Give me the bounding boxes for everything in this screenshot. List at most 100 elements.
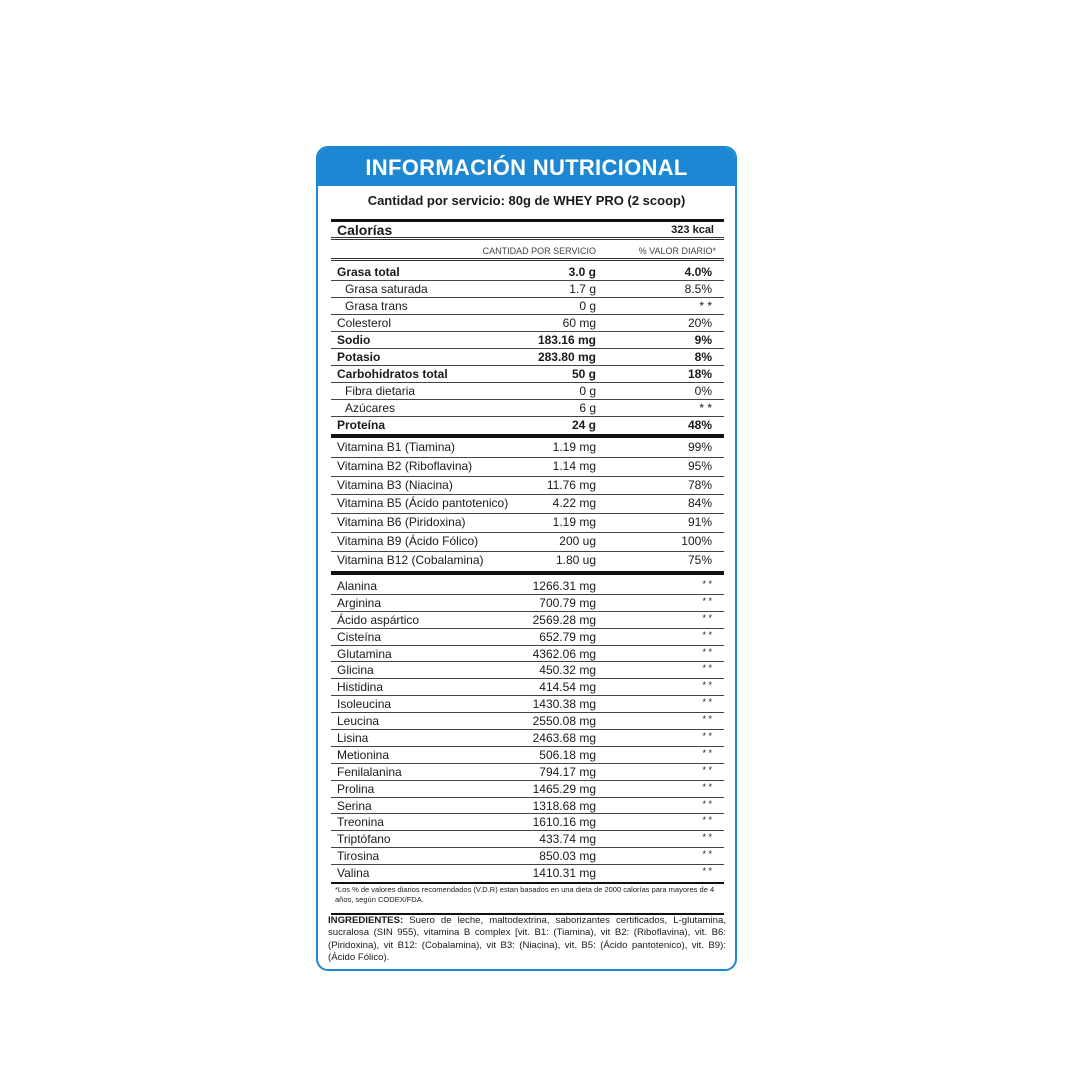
nutrient-name: Vitamina B3 (Niacina) [337,477,453,492]
nutrient-name: Grasa total [337,265,400,279]
table-row: Glutamina 4362.06 mg * * [331,646,724,663]
table-row: Isoleucina 1430.38 mg * * [331,696,724,714]
table-row: Grasa saturada 1.7 g 8.5% [331,281,724,298]
nutrient-amount: 1318.68 mg [532,798,596,813]
table-row: Fibra dietaria 0 g 0% [331,383,724,400]
table-row: Vitamina B3 (Niacina) 11.76 mg 78% [331,477,724,496]
nutrient-name: Colesterol [337,316,392,330]
daily-value: * * [702,815,712,826]
daily-value: 48% [687,418,712,432]
nutrient-name: Vitamina B6 (Piridoxina) [337,515,466,530]
nutrient-amount: 200 ug [559,533,596,548]
nutrient-name: Fibra dietaria [345,384,416,398]
nutrient-amount: 450.32 mg [539,663,596,678]
nutrient-name: Grasa trans [345,299,408,313]
daily-value: 4.0% [684,265,712,279]
daily-value: * * [702,663,712,674]
nutrient-name: Cisteína [337,629,382,644]
table-row: Sodio 183.16 mg 9% [331,332,724,349]
dv-header: % VALOR DIARIO* [638,246,716,256]
table-row: Histidina 414.54 mg * * [331,679,724,697]
nutrient-amount: 50 g [571,367,596,381]
nutrient-amount: 2550.08 mg [532,714,596,729]
nutrient-name: Glicina [337,663,374,678]
nutrient-amount: 0 g [579,299,596,313]
calories-label: Calorías [337,221,393,238]
daily-value: * * [699,299,712,313]
nutrient-name: Histidina [337,680,384,695]
nutrients-section: Grasa total 3.0 g 4.0% Grasa saturada 1.7 g 8… [331,264,724,438]
daily-value: 99% [687,440,712,454]
daily-value: 91% [687,515,712,530]
daily-value: * * [702,697,712,708]
table-row: Grasa total 3.0 g 4.0% [331,264,724,281]
nutrient-name: Azúcares [345,401,396,415]
nutrient-name: Ácido aspártico [337,612,420,627]
daily-value: 100% [681,533,712,548]
table-row: Valina 1410.31 mg * * [331,865,724,882]
nutrient-amount: 794.17 mg [539,764,596,779]
nutrient-name: Arginina [337,595,382,610]
nutrient-name: Vitamina B9 (Ácido Fólico) [337,533,479,548]
table-row: Azúcares 6 g * * [331,400,724,417]
daily-value: * * [702,579,712,589]
nutrient-name: Vitamina B5 (Ácido pantotenico) [337,496,509,511]
table-row: Colesterol 60 mg 20% [331,315,724,332]
nutrient-name: Grasa saturada [345,282,428,296]
table-row: Vitamina B12 (Cobalamina) 1.80 ug 75% [331,552,724,571]
table-row: Vitamina B5 (Ácido pantotenico) 4.22 mg 84… [331,495,724,515]
nutrient-name: Prolina [337,781,375,796]
daily-value: * * [702,731,712,742]
nutrient-name: Alanina [337,579,378,593]
daily-value: 75% [687,552,712,567]
nutrition-label: INFORMACIÓN NUTRICIONAL Cantidad por ser… [316,146,737,971]
daily-value: * * [702,747,712,758]
nutrient-amount: 183.16 mg [537,333,596,347]
table-row: Serina 1318.68 mg * * [331,798,724,815]
table-row: Vitamina B1 (Tiamina) 1.19 mg 99% [331,439,724,458]
daily-value: * * [702,595,712,606]
serving-size: Cantidad por servicio: 80g de WHEY PRO (… [367,193,686,208]
table-row: Arginina 700.79 mg * * [331,595,724,612]
footnote: *Los % de valores diarios recomendados (… [331,885,724,915]
nutrient-name: Proteína [337,418,386,432]
nutrient-name: Valina [337,866,370,881]
nutrient-amount: 1430.38 mg [532,697,596,712]
nutrient-name: Vitamina B1 (Tiamina) [337,440,456,454]
table-row: Vitamina B2 (Riboflavina) 1.14 mg 95% [331,458,724,477]
table-row: Vitamina B6 (Piridoxina) 1.19 mg 91% [331,514,724,533]
nutrient-amount: 1465.29 mg [532,781,596,796]
table-row: Carbohidratos total 50 g 18% [331,366,724,383]
daily-value: 8% [694,350,712,364]
nutrient-name: Carbohidratos total [337,367,448,381]
nutrient-name: Potasio [337,350,381,364]
nutrient-amount: 4362.06 mg [532,646,596,661]
nutrient-amount: 850.03 mg [539,849,596,864]
daily-value: * * [702,646,712,657]
daily-value: * * [702,764,712,775]
table-row: Leucina 2550.08 mg * * [331,713,724,731]
table-row: Proteína 24 g 48% [331,417,724,434]
daily-value: * * [702,781,712,792]
daily-value: 78% [687,477,712,492]
nutrient-name: Tirosina [337,849,380,864]
nutrient-name: Leucina [337,714,380,729]
table-row: Cisteína 652.79 mg * * [331,629,724,646]
table-row: Lisina 2463.68 mg * * [331,730,724,747]
nutrient-amount: 283.80 mg [537,350,596,364]
table-row: Vitamina B9 (Ácido Fólico) 200 ug 100% [331,533,724,552]
label-title: INFORMACIÓN NUTRICIONAL [318,148,735,186]
nutrient-amount: 6 g [579,401,596,415]
daily-value: 20% [687,316,712,330]
nutrient-amount: 3.0 g [568,265,596,279]
nutrient-name: Vitamina B12 (Cobalamina) [337,552,484,567]
nutrient-name: Metionina [337,747,390,762]
nutrient-name: Sodio [337,333,371,347]
nutrient-name: Vitamina B2 (Riboflavina) [337,458,473,473]
nutrient-amount: 652.79 mg [539,629,596,644]
daily-value: 18% [687,367,712,381]
nutrient-amount: 4.22 mg [552,496,596,511]
ingredients-text: Suero de leche, maltodextrina, saborizan… [328,915,726,964]
daily-value: 0% [694,384,712,398]
nutrient-name: Lisina [337,731,369,746]
